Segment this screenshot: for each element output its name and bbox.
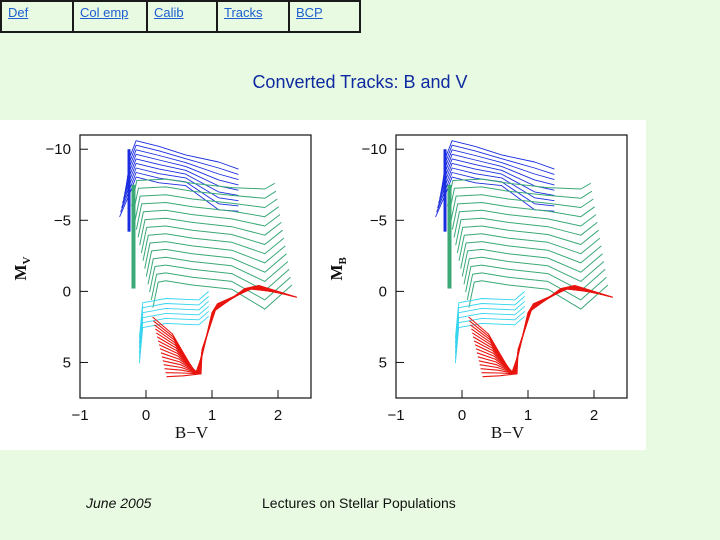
- x-tick-label: 0: [142, 407, 150, 424]
- track-intermediate: [140, 225, 283, 254]
- track-rgb: [468, 287, 591, 375]
- track-rgb: [474, 286, 602, 375]
- x-tick-label: 1: [524, 407, 532, 424]
- track-intermediate: [132, 186, 277, 215]
- cmd-panel-mv: −1 0 1 2 −10 −5 0 5 B−V MV: [0, 120, 330, 450]
- track-intermediate: [455, 217, 598, 246]
- massive-ms-band: [127, 149, 131, 232]
- nav-bar: Def Col emp Calib Tracks BCP: [0, 0, 361, 33]
- nav-tab-calib[interactable]: Calib: [148, 2, 218, 31]
- y-axis-label: MV: [11, 256, 33, 280]
- track-intermediate: [460, 241, 602, 269]
- nav-tab-bcp[interactable]: BCP: [296, 5, 323, 20]
- track-rgb: [159, 286, 287, 375]
- track-intermediate: [137, 209, 281, 238]
- cmd-panel-mb: −1 0 1 2 −10 −5 0 5 B−V MB: [316, 120, 646, 450]
- track-intermediate: [139, 217, 282, 246]
- track-intermediate: [468, 280, 609, 310]
- track-low-mass: [454, 305, 525, 354]
- footer-title: Lectures on Stellar Populations: [262, 495, 456, 511]
- track-intermediate: [144, 241, 286, 269]
- track-rgb: [476, 286, 605, 375]
- track-rgb: [166, 284, 298, 378]
- track-rgb: [152, 287, 275, 375]
- track-low-mass: [138, 291, 209, 339]
- y-tick-label: 5: [63, 354, 71, 371]
- track-intermediate: [451, 202, 595, 230]
- track-intermediate: [135, 202, 279, 230]
- y-tick-label: −10: [362, 141, 387, 158]
- nav-tab-def[interactable]: Def: [2, 2, 74, 31]
- track-rgb: [160, 286, 289, 375]
- track-intermediate: [453, 209, 597, 238]
- track-intermediate: [448, 186, 593, 215]
- track-intermediate: [461, 248, 603, 277]
- track-rgb: [470, 287, 594, 375]
- y-tick-label: 0: [379, 283, 387, 300]
- x-tick-label: −1: [387, 407, 404, 424]
- track-low-mass: [138, 296, 209, 344]
- track-intermediate: [450, 194, 594, 222]
- track-intermediate: [150, 272, 291, 301]
- tracks-group: [119, 140, 298, 378]
- track-intermediate: [134, 194, 278, 222]
- y-axis-label: MB: [327, 256, 349, 280]
- x-tick-label: 0: [458, 407, 466, 424]
- nav-tab-col-emp[interactable]: Col emp: [74, 2, 148, 31]
- track-intermediate: [458, 233, 601, 261]
- track-low-mass: [138, 305, 209, 354]
- track-low-mass: [454, 300, 525, 349]
- track-intermediate: [152, 280, 293, 310]
- track-low-mass: [138, 315, 209, 364]
- y-tick-label: −5: [370, 212, 387, 229]
- track-rgb: [475, 286, 603, 375]
- track-rgb: [153, 287, 277, 375]
- track-intermediate: [142, 233, 285, 261]
- x-tick-label: −1: [71, 407, 88, 424]
- track-low-mass: [454, 315, 525, 364]
- track-low-mass: [454, 296, 525, 344]
- track-intermediate: [131, 178, 275, 207]
- intermediate-ms-band: [447, 184, 452, 289]
- track-rgb: [158, 286, 286, 375]
- track-rgb: [471, 287, 596, 375]
- track-intermediate: [147, 256, 289, 285]
- x-tick-label: 2: [590, 407, 598, 424]
- track-intermediate: [466, 272, 607, 301]
- x-axis-label: B−V: [175, 423, 209, 442]
- tracks-group: [435, 140, 614, 378]
- track-rgb: [482, 284, 614, 378]
- track-intermediate: [463, 256, 605, 285]
- track-intermediate: [145, 248, 287, 277]
- y-tick-label: −5: [54, 212, 71, 229]
- track-rgb: [469, 287, 593, 375]
- slide-title: Converted Tracks: B and V: [252, 72, 468, 92]
- track-low-mass: [138, 300, 209, 349]
- track-low-mass: [454, 291, 525, 339]
- track-rgb: [154, 287, 278, 375]
- track-intermediate: [456, 225, 599, 254]
- x-axis-label: B−V: [491, 423, 525, 442]
- y-tick-label: −10: [46, 141, 71, 158]
- nav-tab-tracks[interactable]: Tracks: [218, 2, 290, 31]
- plot-frame: [395, 134, 628, 399]
- track-rgb: [155, 287, 280, 375]
- y-tick-label: 5: [379, 354, 387, 371]
- track-intermediate: [447, 178, 591, 207]
- plot-frame: [79, 134, 312, 399]
- footer-date: June 2005: [86, 495, 152, 511]
- massive-ms-band: [443, 149, 447, 232]
- x-tick-label: 2: [274, 407, 282, 424]
- track-low-mass: [454, 310, 525, 359]
- intermediate-ms-band: [131, 184, 136, 289]
- track-low-mass: [138, 310, 209, 359]
- y-tick-label: 0: [63, 283, 71, 300]
- x-tick-label: 1: [208, 407, 216, 424]
